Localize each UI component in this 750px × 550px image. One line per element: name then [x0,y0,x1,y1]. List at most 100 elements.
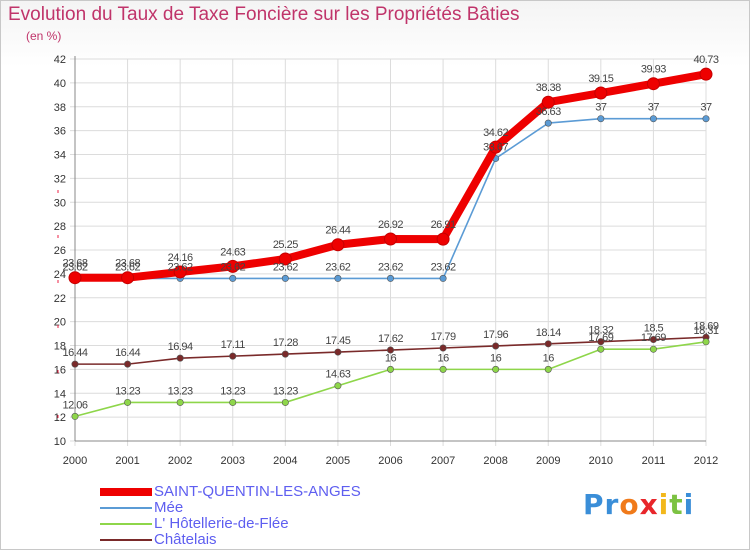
data-point [544,119,552,127]
data-point [281,398,289,406]
data-label: 23.68 [62,258,87,270]
data-point [331,238,345,252]
data-label: 16 [543,352,555,364]
x-tick-label: 2010 [589,455,613,467]
data-label: 18.14 [536,327,561,339]
data-point [281,274,289,282]
data-label: 17.45 [325,335,350,347]
data-label: 17.28 [273,337,298,349]
data-label: 13.23 [220,385,245,397]
y-tick-label: 38 [54,102,66,114]
data-label: 17.69 [588,332,613,344]
x-tick-label: 2006 [378,455,402,467]
legend-swatch [100,523,152,525]
data-point [386,274,394,282]
data-point [229,274,237,282]
data-point [597,338,605,346]
chart-subtitle: (en %) [26,29,62,43]
data-label: 25.25 [273,239,298,251]
data-point [334,348,342,356]
y-tick-label: 26 [54,245,66,257]
x-tick-label: 2001 [115,455,139,467]
data-label: 23.62 [378,261,403,273]
data-label: 16.44 [115,347,140,359]
data-point [334,274,342,282]
data-label: 16.44 [62,347,87,359]
y-tick-label: 14 [54,388,66,400]
data-point [439,274,447,282]
data-label: 13.23 [273,385,298,397]
data-point [492,342,500,350]
data-label: 37 [700,102,712,114]
data-label: 17.69 [641,332,666,344]
y-tick-label: 24 [54,269,66,281]
legend-swatch [100,539,152,541]
data-point [649,115,657,123]
legend-label: Châtelais [154,531,217,548]
data-point [594,86,608,100]
data-point [281,350,289,358]
data-point [229,398,237,406]
data-label: 39.15 [588,73,613,85]
chart-title: Evolution du Taux de Taxe Foncière sur l… [8,4,520,25]
data-point [176,354,184,362]
data-point [699,67,713,81]
y-tick-label: 22 [54,293,66,305]
data-point [541,95,555,109]
data-point [436,232,450,246]
x-tick-label: 2008 [483,455,507,467]
legend-swatch [100,507,152,509]
data-label: 23.62 [431,261,456,273]
data-label: 16 [490,352,502,364]
y-tick-label: 18 [54,341,66,353]
data-point [386,365,394,373]
data-point [649,345,657,353]
data-point [71,412,79,420]
y-tick-label: 10 [54,436,66,448]
data-point [439,365,447,373]
x-tick-label: 2003 [221,455,245,467]
data-point [176,398,184,406]
legend-label: SAINT-QUENTIN-LES-ANGES [154,483,361,500]
data-label: 12.06 [62,399,87,411]
data-label: 26.92 [378,219,403,231]
data-label: 23.62 [62,261,87,273]
data-label: 34.62 [483,127,508,139]
data-label: 16 [385,352,397,364]
data-label: 26.44 [325,225,350,237]
data-label: 23.62 [273,261,298,273]
data-label: 33.67 [483,141,508,153]
data-label: 38.38 [536,82,561,94]
x-tick-label: 2002 [168,455,192,467]
y-tick-label: 28 [54,221,66,233]
x-tick-label: 2004 [273,455,297,467]
data-label: 39.93 [641,64,666,76]
data-point [334,382,342,390]
data-label: 18.5 [644,323,664,335]
data-point [124,398,132,406]
data-point [597,115,605,123]
data-label: 14.63 [325,369,350,381]
data-point [124,360,132,368]
legend-label: L' Hôtellerie-de-Flée [154,515,289,532]
data-point [544,340,552,348]
data-point [71,360,79,368]
data-point [544,365,552,373]
y-tick-label: 40 [54,78,66,90]
legend-swatch [100,488,152,496]
y-tick-label: 30 [54,197,66,209]
data-label: 37 [648,102,660,114]
legend-label: Mée [154,499,184,516]
data-label: 18.31 [693,325,718,337]
data-label: 18.32 [588,325,613,337]
data-point [489,140,503,154]
y-tick-label: 12 [54,412,66,424]
data-label: 17.96 [483,329,508,341]
y-tick-label: 34 [54,150,66,162]
data-point [492,365,500,373]
data-label: 16.94 [168,341,193,353]
data-point [439,344,447,352]
data-point [229,352,237,360]
data-label: 23.62 [220,261,245,273]
